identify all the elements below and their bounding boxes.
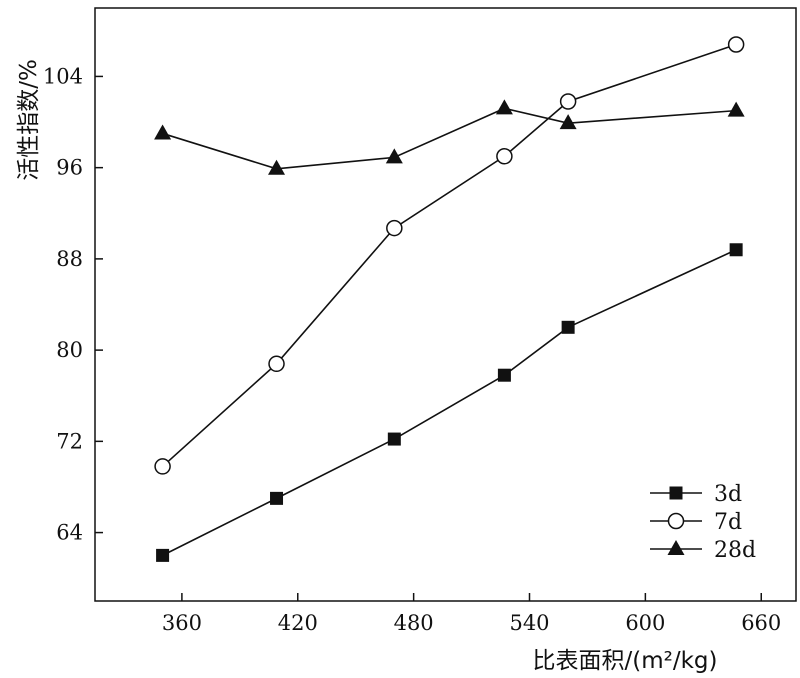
x-tick-label: 600 — [625, 611, 665, 635]
x-tick-label: 420 — [278, 611, 318, 635]
y-tick-label: 88 — [56, 247, 83, 271]
series-28d — [154, 99, 745, 175]
legend-item-28d: 28d — [650, 538, 756, 563]
y-axis-title: 活性指数/% — [16, 59, 42, 181]
y-tick-label: 104 — [43, 64, 83, 88]
data-point-triangle — [268, 159, 286, 175]
series-7d — [154, 36, 745, 475]
legend-label: 7d — [714, 510, 742, 535]
data-point-triangle — [559, 114, 577, 130]
y-tick-label: 96 — [56, 156, 83, 180]
data-point-square — [669, 486, 683, 500]
x-tick-label: 660 — [741, 611, 781, 635]
data-point-circle — [386, 219, 403, 237]
series-line — [162, 249, 737, 557]
data-point-square — [270, 491, 284, 505]
data-point-square — [387, 432, 401, 446]
legend-item-3d: 3d — [650, 482, 742, 507]
x-axis: 360 420 480 540 600 660 — [162, 593, 781, 635]
series-3d — [156, 243, 743, 562]
data-point-triangle — [727, 101, 745, 117]
data-point-circle — [667, 512, 685, 530]
data-point-square — [497, 368, 511, 382]
series-layer — [154, 36, 745, 562]
data-point-square — [156, 548, 170, 562]
data-point-square — [561, 320, 575, 334]
x-tick-label: 480 — [394, 611, 434, 635]
y-tick-label: 64 — [56, 521, 83, 545]
y-axis: 64 72 80 88 96 104 — [43, 64, 103, 545]
data-point-circle — [154, 458, 171, 475]
x-axis-title: 比表面积/(m²/kg) — [533, 648, 718, 674]
plot-frame — [94, 7, 797, 602]
y-tick-label: 80 — [56, 338, 83, 362]
series-line — [162, 107, 737, 170]
x-tick-label: 360 — [162, 611, 202, 635]
series-line — [162, 43, 737, 468]
legend-label: 3d — [714, 482, 742, 507]
data-point-triangle — [495, 99, 513, 115]
data-point-triangle — [385, 148, 403, 164]
data-point-circle — [727, 36, 745, 53]
data-point-square — [729, 243, 743, 257]
legend-label: 28d — [714, 538, 756, 563]
data-point-circle — [268, 355, 285, 373]
data-point-circle — [496, 148, 513, 165]
data-point-triangle — [154, 124, 172, 140]
legend-item-7d: 7d — [650, 510, 742, 535]
data-point-triangle — [667, 540, 685, 555]
legend: 3d 7d 28d — [650, 482, 756, 563]
x-tick-label: 540 — [509, 611, 549, 635]
data-point-circle — [559, 93, 577, 110]
y-tick-label: 72 — [56, 429, 83, 453]
